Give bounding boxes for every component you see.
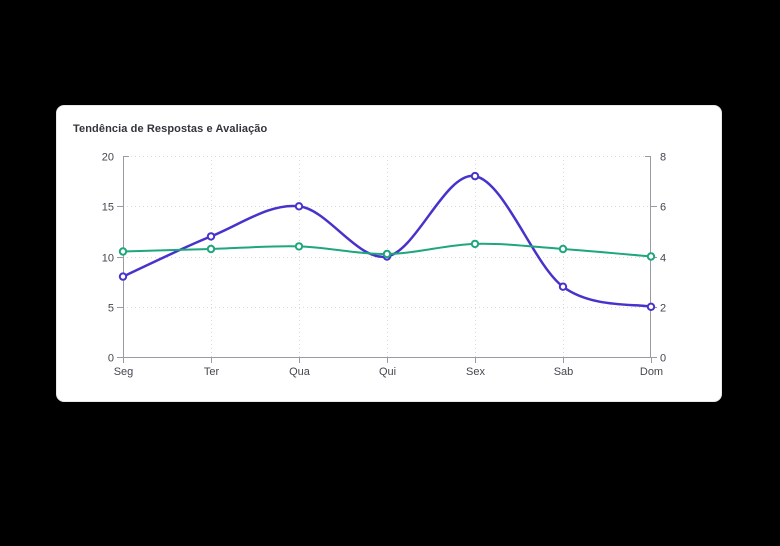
x-axis-category-label: Ter (204, 366, 220, 378)
right-axis-tick-label: 2 (660, 303, 666, 315)
x-axis-category-label: Qua (289, 366, 311, 378)
x-axis-category-label: Seg (114, 366, 134, 378)
data-point-marker[interactable] (118, 247, 128, 256)
left-axis-tick-label: 5 (108, 303, 114, 315)
right-axis-tick-label: 8 (660, 152, 666, 164)
data-point-marker[interactable] (558, 244, 568, 254)
x-axis-category-label: Sex (466, 366, 485, 378)
left-axis-tick-label: 15 (102, 202, 114, 214)
data-point-marker[interactable] (558, 282, 568, 291)
data-point-marker[interactable] (206, 232, 216, 241)
data-point-marker[interactable] (294, 242, 304, 251)
series-line-left (121, 174, 653, 309)
data-point-marker[interactable] (118, 272, 128, 281)
left-axis-tick-label: 0 (108, 353, 114, 365)
x-axis-category-label: Sab (554, 366, 574, 378)
data-point-marker[interactable] (294, 202, 304, 211)
data-point-marker[interactable] (470, 239, 480, 249)
chart-title: Tendência de Respostas e Avaliação (73, 123, 268, 135)
right-axis-tick-label: 4 (660, 253, 666, 265)
left-axis-tick-label: 20 (102, 152, 114, 164)
chart-svg: 0 5 10 15 20 0 2 4 6 8 Seg Ter Qua Qui Sex Sab Dom (102, 152, 666, 379)
chart-card: Tendência de Respostas e Avaliação 0 5 10 1… (56, 105, 722, 402)
right-axis-line (645, 156, 651, 358)
data-point-marker[interactable] (470, 171, 480, 181)
left-axis-tick-label: 10 (102, 253, 114, 265)
data-point-marker[interactable] (206, 244, 216, 254)
data-point-marker[interactable] (646, 302, 656, 312)
x-axis-category-label: Dom (640, 366, 663, 378)
left-axis-line (123, 156, 129, 358)
x-axis-category-label: Qui (379, 366, 396, 378)
data-point-marker[interactable] (382, 249, 392, 259)
data-point-marker[interactable] (646, 252, 656, 261)
right-axis-tick-label: 6 (660, 202, 666, 214)
right-axis-tick-label: 0 (660, 353, 666, 365)
